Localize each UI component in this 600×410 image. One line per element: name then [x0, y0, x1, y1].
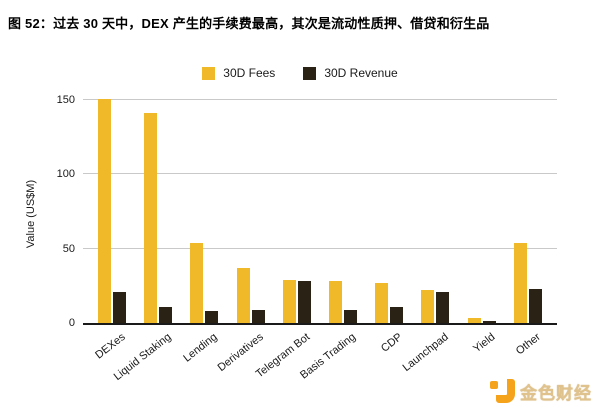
bar-30d-revenue-derivatives: [251, 310, 265, 323]
logo-hook-shape: [496, 379, 515, 403]
bar-30d-revenue-liquid-staking: [159, 306, 173, 323]
bar-30d-fees-dexes: [98, 98, 111, 323]
y-tick-0: 0: [68, 317, 75, 329]
logo-text: 金色财经: [520, 383, 592, 403]
fees-swatch-icon: [202, 66, 216, 80]
gridline-100: [83, 173, 557, 175]
revenue-swatch-icon: [303, 66, 317, 80]
legend-label-fees: 30D Fees: [223, 66, 276, 80]
y-tick-50: 50: [62, 242, 75, 255]
bar-30d-revenue-lending: [205, 311, 219, 323]
jinse-logo-icon: [490, 378, 515, 404]
legend-label-revenue: 30D Revenue: [324, 66, 398, 80]
bar-30d-fees-yield: [467, 317, 481, 323]
jinse-finance-logo: 金色财经: [490, 378, 592, 404]
y-tick-150: 150: [56, 94, 75, 106]
plot-area: 0 50 100 150 DEXes Liquid Staking Lending Deriv…: [57, 94, 557, 383]
bar-30d-revenue-yield: [482, 320, 496, 323]
bar-30d-fees-cdp: [375, 282, 389, 323]
bar-30d-revenue-other: [528, 288, 542, 323]
bar-30d-fees-telegram-bot: [282, 279, 296, 323]
logo-dot-shape: [490, 381, 498, 389]
chart-legend: 30D Fees 30D Revenue: [0, 66, 600, 80]
gridline-50: [83, 247, 557, 249]
y-tick-100: 100: [56, 168, 75, 181]
bar-30d-revenue-cdp: [390, 306, 404, 323]
bar-30d-fees-other: [513, 242, 527, 323]
gridline-150: [83, 99, 557, 100]
chart-title: 图 52：过去 30 天中，DEX 产生的手续费最高，其次是流动性质押、借贷和衍…: [8, 16, 490, 31]
bar-30d-fees-derivatives: [236, 268, 250, 323]
y-axis-title: Value (US$M): [25, 179, 37, 249]
bar-30d-revenue-basis-trading: [344, 309, 357, 323]
bar-30d-revenue-telegram-bot: [297, 281, 311, 323]
bar-30d-revenue-launchpad: [436, 291, 450, 323]
bar-30d-fees-liquid-staking: [144, 113, 158, 323]
bar-30d-fees-basis-trading: [329, 281, 342, 323]
legend-item-fees: 30D Fees: [202, 66, 275, 80]
bar-30d-revenue-dexes: [113, 291, 126, 323]
bar-30d-fees-launchpad: [421, 290, 435, 323]
bar-30d-fees-lending: [190, 242, 204, 323]
legend-item-revenue: 30D Revenue: [303, 66, 398, 80]
